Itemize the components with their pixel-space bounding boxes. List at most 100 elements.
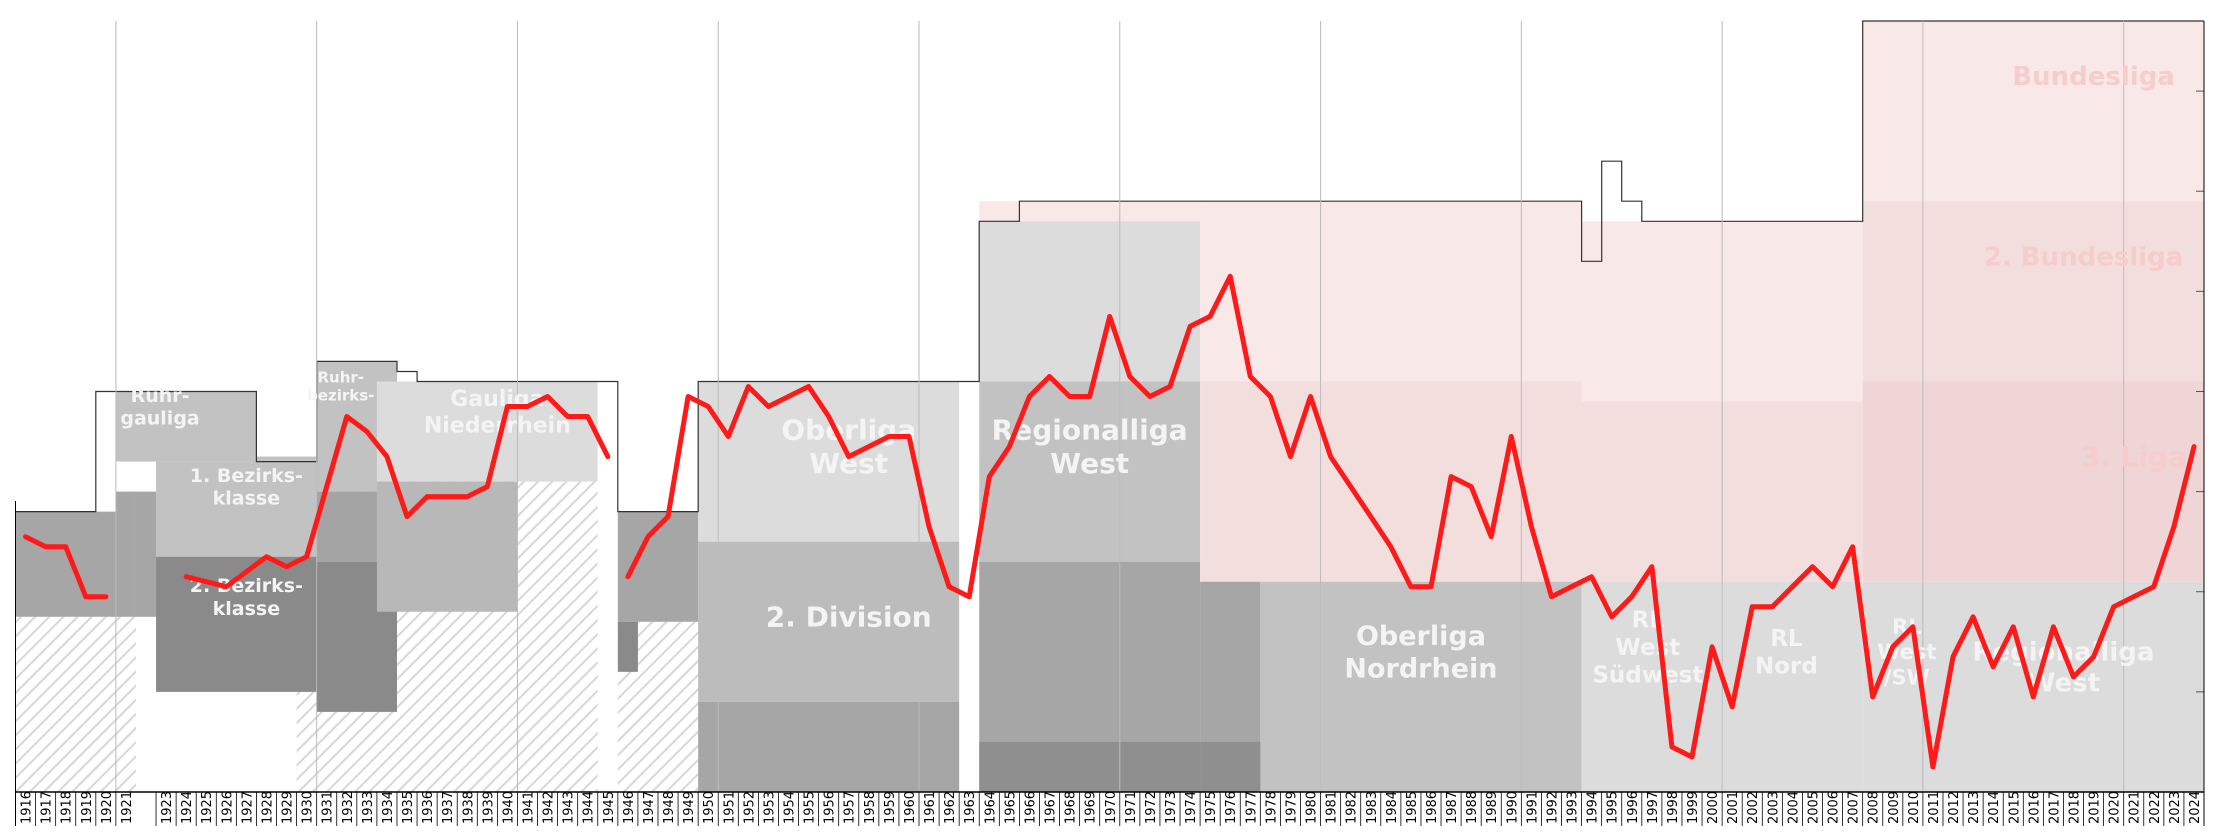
x-tick-label: 1925	[200, 791, 215, 824]
league-label-line: Niederrhein	[424, 413, 571, 438]
x-tick-label: 1990	[1505, 791, 1520, 824]
x-tick-label: 1997	[1646, 791, 1661, 824]
x-tick-label: 2018	[2067, 791, 2082, 824]
x-tick-label: 1976	[1224, 791, 1239, 824]
x-tick-label: 1940	[501, 791, 516, 824]
x-tick-label: 1998	[1666, 791, 1681, 824]
x-tick-label: 1979	[1284, 791, 1299, 824]
league-label-line: Südwest	[1592, 662, 1703, 688]
x-tick-label: 2023	[2168, 791, 2183, 824]
x-tick-label: 1937	[441, 791, 456, 824]
x-tick-label: 1996	[1626, 791, 1641, 824]
x-tick-label: 2013	[1967, 791, 1982, 824]
league-label-line: Ruhr-	[317, 369, 364, 387]
x-tick-label: 1982	[1345, 791, 1360, 824]
band-area-0	[15, 611, 116, 792]
x-tick-label: 2001	[1726, 791, 1741, 824]
band-area-6	[135, 491, 157, 617]
band-area-8	[256, 456, 317, 462]
x-tick-label: 2022	[2148, 791, 2163, 824]
league-label: 3. Liga	[2081, 440, 2187, 473]
x-tick-label: 2020	[2108, 791, 2123, 824]
league-label: Regionalliga West	[992, 414, 1188, 481]
x-tick-label: 1983	[1365, 791, 1380, 824]
league-label-line: Bundesliga	[2012, 62, 2175, 92]
band-area-31	[1200, 741, 1261, 792]
x-tick-label: 2002	[1746, 791, 1761, 824]
league-label: Oberliga Nordrhein	[1344, 621, 1497, 684]
x-tick-label: 1975	[1204, 791, 1219, 824]
x-tick-label: 1948	[662, 791, 677, 824]
x-tick-label: 1959	[883, 791, 898, 824]
x-tick-label: 1952	[742, 791, 757, 824]
x-tick-label: 1981	[1325, 791, 1340, 824]
league-label-line: klasse	[213, 598, 280, 620]
x-tick-label: 1961	[923, 791, 938, 824]
band-area-7	[115, 391, 257, 462]
band-area-22	[979, 201, 1201, 222]
x-tick-label: 1970	[1104, 791, 1119, 824]
x-tick-label: 1949	[682, 791, 697, 824]
x-tick-label: 1919	[80, 791, 95, 824]
x-tick-label: 1993	[1566, 791, 1581, 824]
x-tick-label: 2008	[1867, 791, 1882, 824]
band-area-36	[1862, 201, 2204, 382]
x-tick-label: 1969	[1084, 791, 1099, 824]
x-tick-label: 2016	[2027, 791, 2042, 824]
band-area-18	[617, 621, 638, 672]
band-area-9	[156, 461, 317, 557]
x-tick-label: 1946	[622, 791, 637, 824]
x-tick-label: 1931	[321, 791, 336, 824]
x-tick-label: 1956	[823, 791, 838, 824]
x-tick-label: 1941	[521, 791, 536, 824]
x-tick-label: 1939	[481, 791, 496, 824]
league-label-line: Ruhr-	[131, 385, 190, 407]
league-label-line: West	[1050, 447, 1129, 480]
band-area-37	[1862, 381, 2204, 582]
league-label-line: Nordrhein	[1344, 653, 1497, 684]
x-tick-label: 1994	[1586, 791, 1601, 824]
x-tick-label: 1934	[381, 791, 396, 824]
x-tick-label: 1962	[943, 791, 958, 824]
x-tick-label: 1992	[1545, 791, 1560, 824]
league-label-line: RL	[1770, 626, 1803, 652]
x-tick-label: 2009	[1887, 791, 1902, 824]
x-tick-label: 1954	[783, 791, 798, 824]
x-tick-label: 1933	[361, 791, 376, 824]
league-label-line: West	[1615, 635, 1680, 661]
x-tick-label: 1999	[1686, 791, 1701, 824]
league-label-line: 1. Bezirks-	[190, 465, 303, 487]
x-tick-label: 1947	[642, 791, 657, 824]
league-label: Ruhr-bezirks-	[307, 369, 374, 405]
x-tick-label: 2019	[2088, 791, 2103, 824]
band-area-26	[979, 741, 1201, 792]
x-tick-label: 1955	[803, 791, 818, 824]
band-area-4	[15, 511, 116, 617]
x-tick-label: 1966	[1023, 791, 1038, 824]
league-label-line: 3. Liga	[2081, 440, 2187, 473]
x-tick-label: 1989	[1485, 791, 1500, 824]
band-area-27	[1200, 201, 1582, 382]
x-tick-label: 1988	[1465, 791, 1480, 824]
x-tick-label: 1928	[260, 791, 275, 824]
table-position-line-segment-1	[183, 394, 611, 590]
x-tick-label: 1945	[602, 791, 617, 824]
league-label-line: Oberliga	[1356, 621, 1486, 652]
league-label: Ruhr-gauliga	[120, 385, 199, 430]
band-area-20	[698, 541, 960, 702]
x-tick-label: 1938	[461, 791, 476, 824]
x-tick-label: 1980	[1305, 791, 1320, 824]
x-tick-label: 1957	[843, 791, 858, 824]
x-tick-label: 1944	[582, 791, 597, 824]
x-tick-label: 1958	[863, 791, 878, 824]
x-tick-label: 2010	[1907, 791, 1922, 824]
band-area-15	[376, 481, 518, 612]
x-tick-label: 1921	[120, 791, 135, 824]
x-tick-label: 1926	[220, 791, 235, 824]
league-label-line: 2. Bundesliga	[1984, 242, 2184, 272]
band-area-16	[597, 381, 618, 672]
x-tick-label: 1972	[1144, 791, 1159, 824]
x-tick-label: 1920	[100, 791, 115, 824]
league-label-line: Gauliga	[450, 387, 544, 412]
